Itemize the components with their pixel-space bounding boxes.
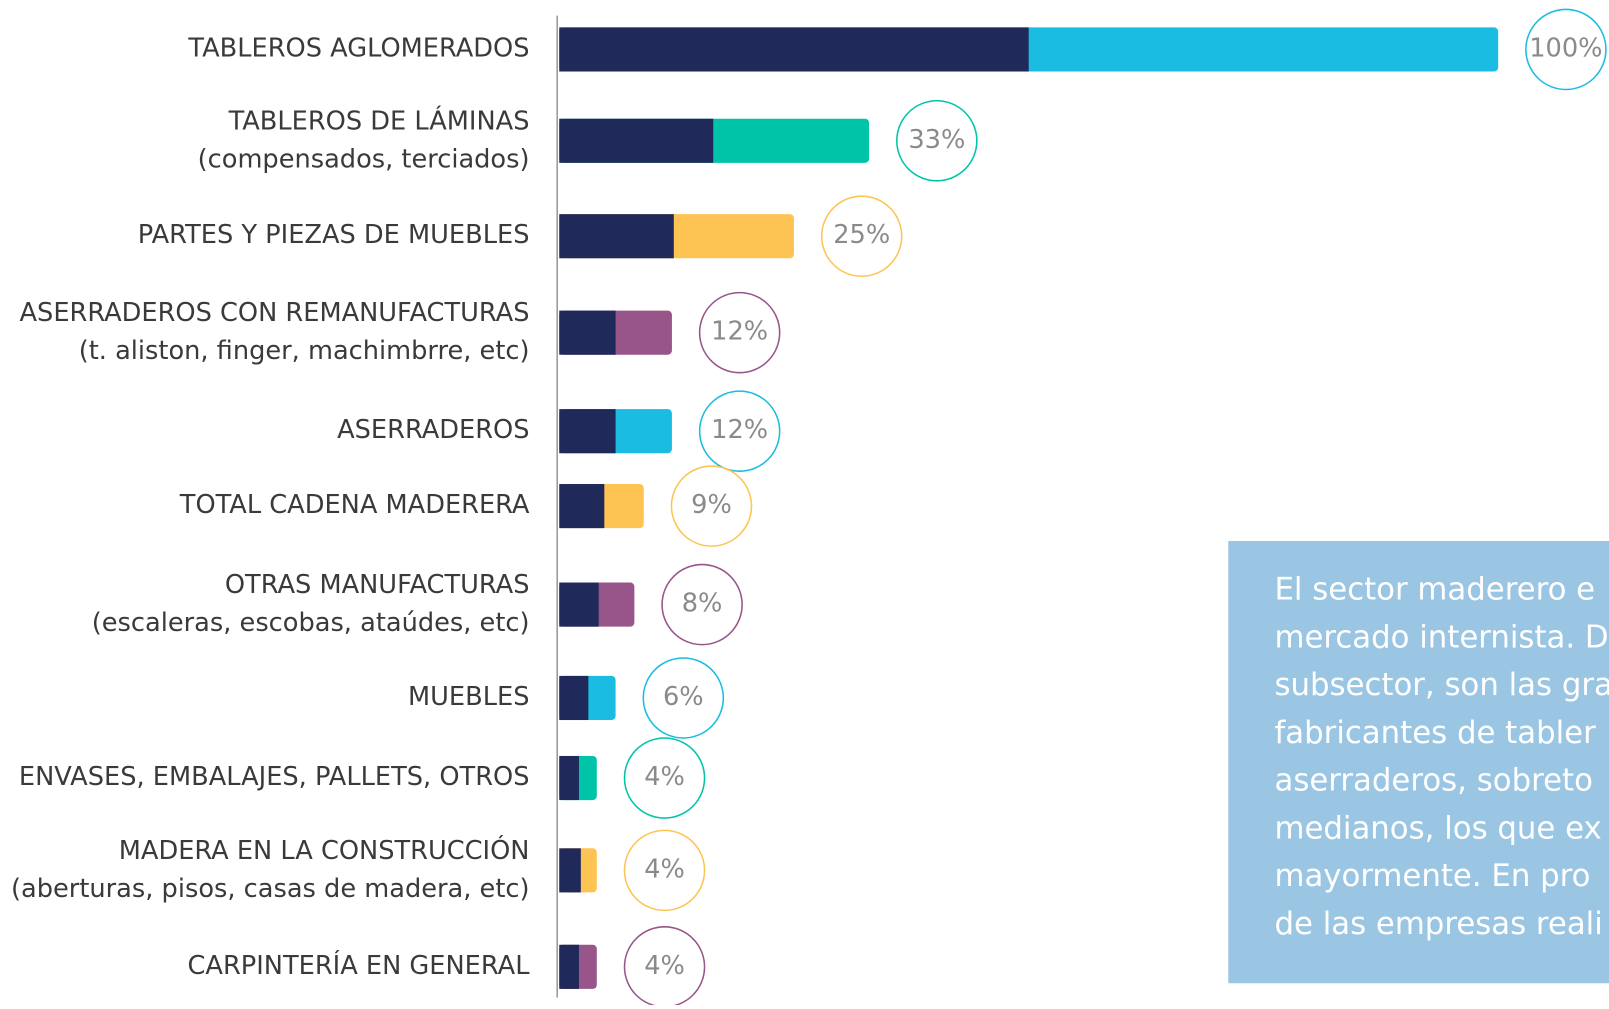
value-circle bbox=[623, 829, 706, 912]
value-label: 12% bbox=[711, 415, 768, 445]
value-circle bbox=[820, 195, 903, 278]
bar-inner bbox=[559, 214, 674, 259]
category-label: ASERRADEROS bbox=[337, 415, 529, 445]
category-label: MADERA EN LA CONSTRUCCIÓN bbox=[119, 835, 530, 866]
category-label: TOTAL CADENA MADERERA bbox=[179, 490, 530, 520]
note-line: fabricantes de tabler bbox=[1274, 715, 1596, 751]
value-label: 4% bbox=[644, 854, 685, 884]
category-label: MUEBLES bbox=[408, 682, 529, 712]
value-circle bbox=[698, 291, 781, 374]
category-note: (escaleras, escobas, ataúdes, etc) bbox=[92, 608, 530, 638]
bar-inner bbox=[559, 675, 589, 721]
bar-inner bbox=[559, 409, 616, 454]
note-line: mayormente. En pro bbox=[1274, 858, 1590, 894]
value-label: 4% bbox=[644, 762, 685, 792]
value-circle bbox=[1525, 8, 1607, 91]
note-line: El sector maderero e bbox=[1274, 572, 1595, 608]
category-label: ASERRADEROS CON REMANUFACTURAS bbox=[20, 298, 530, 328]
bar-inner bbox=[559, 582, 599, 627]
bar-inner bbox=[559, 118, 714, 163]
value-label: 25% bbox=[833, 220, 890, 250]
note-line: de las empresas reali bbox=[1274, 906, 1602, 942]
category-label: TABLEROS AGLOMERADOS bbox=[187, 33, 529, 63]
bar-inner bbox=[559, 27, 1029, 72]
category-label: PARTES Y PIEZAS DE MUEBLES bbox=[138, 220, 530, 250]
category-label: CARPINTERÍA EN GENERAL bbox=[188, 951, 531, 981]
bar-inner bbox=[559, 484, 605, 529]
category-note: (t. aliston, finger, machimbrre, etc) bbox=[79, 336, 530, 366]
bar-inner bbox=[559, 755, 579, 801]
category-label: ENVASES, EMBALAJES, PALLETS, OTROS bbox=[19, 762, 530, 792]
note-line: medianos, los que ex bbox=[1274, 810, 1601, 846]
note-text: El sector maderero e mercado internista. … bbox=[1274, 572, 1609, 942]
value-circle bbox=[896, 99, 978, 182]
value-circle bbox=[623, 737, 706, 819]
value-circle bbox=[642, 657, 725, 739]
category-note: (compensados, terciados) bbox=[198, 144, 530, 174]
value-circle bbox=[661, 563, 743, 646]
note-line: mercado internista. D bbox=[1274, 619, 1608, 655]
value-label: 4% bbox=[644, 951, 685, 981]
category-label: OTRAS MANUFACTURAS bbox=[225, 570, 530, 600]
value-label: 12% bbox=[711, 317, 768, 347]
note-box bbox=[1228, 540, 1609, 984]
value-circle bbox=[698, 390, 781, 472]
value-label: 8% bbox=[682, 589, 723, 619]
note-line: subsector, son las gra bbox=[1274, 667, 1609, 703]
value-label: 100% bbox=[1529, 33, 1602, 63]
bar-inner bbox=[559, 848, 581, 893]
value-label: 9% bbox=[691, 490, 732, 520]
category-note: (aberturas, pisos, casas de madera, etc) bbox=[11, 874, 529, 904]
value-label: 33% bbox=[908, 125, 965, 155]
value-circle bbox=[670, 465, 753, 547]
category-label: TABLEROS DE LÁMINAS bbox=[228, 106, 530, 136]
value-label: 6% bbox=[663, 682, 704, 712]
bar-inner bbox=[559, 310, 616, 355]
note-line: aserraderos, sobreto bbox=[1274, 763, 1592, 799]
bar-inner bbox=[559, 944, 579, 989]
